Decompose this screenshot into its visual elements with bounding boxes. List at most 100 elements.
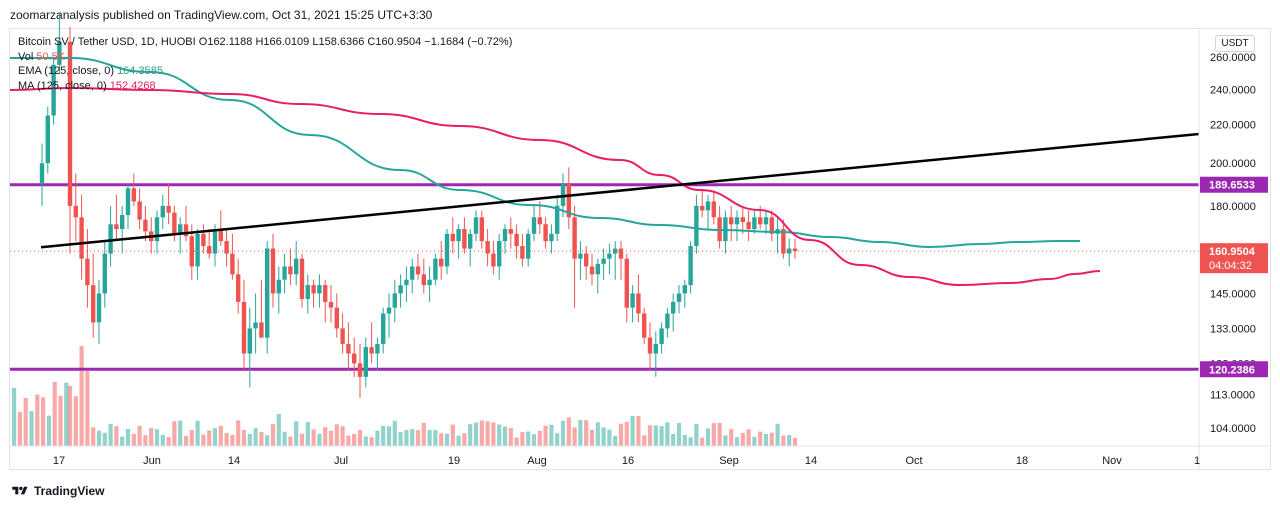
volume-bar: [288, 436, 293, 446]
candle-body: [456, 229, 461, 242]
candle-body: [45, 115, 50, 164]
candle-body: [444, 233, 450, 267]
volume-bar: [584, 420, 589, 446]
candle-body: [91, 285, 96, 323]
volume-bar: [734, 437, 740, 446]
candle-body: [630, 293, 635, 308]
legend-change: −1.1684 (−0.72%): [424, 36, 513, 48]
time-tick-label: Jul: [334, 455, 348, 467]
candle-body: [375, 343, 380, 354]
time-tick-label: 17: [53, 455, 65, 467]
candle-body: [340, 328, 345, 344]
candle-body: [381, 313, 386, 344]
volume-bar: [630, 416, 635, 446]
volume-bar: [201, 434, 206, 446]
volume-bar: [73, 396, 78, 446]
price-labels: 189.6533 120.2386 160.9504 04:04:32: [1200, 176, 1268, 378]
volume-bar: [108, 423, 113, 446]
volume-bar: [270, 424, 276, 446]
volume-bar: [514, 437, 519, 446]
candle-body: [108, 224, 113, 254]
volume-bar: [671, 433, 676, 446]
time-tick-label: 18: [1016, 455, 1028, 467]
volume-bar: [259, 432, 264, 446]
candle-body: [212, 229, 218, 254]
candle-body: [73, 205, 78, 218]
time-tick-label: 16: [622, 455, 634, 467]
volume-bar: [236, 420, 241, 446]
candle-body: [647, 337, 653, 354]
volume-bar: [763, 433, 769, 446]
candle-body: [555, 205, 560, 234]
price-tick-label: 145.0000: [1210, 288, 1256, 300]
candle-body: [294, 258, 299, 275]
candle-body: [224, 241, 229, 254]
candle-body: [183, 224, 189, 237]
volume-bar: [224, 432, 229, 446]
volume-bar: [560, 420, 566, 446]
candle-body: [253, 322, 258, 329]
volume-bar: [700, 437, 705, 446]
volume-bar: [607, 429, 612, 446]
level-price-badge: [1200, 361, 1268, 378]
volume-bar: [241, 429, 247, 446]
candle-body: [299, 258, 305, 300]
time-tick-label: Sep: [719, 455, 739, 467]
candle-body: [549, 233, 554, 242]
candle-body: [96, 293, 102, 323]
volume-bar: [299, 433, 305, 446]
candle-body: [363, 347, 368, 377]
candle-body: [410, 266, 415, 280]
legend-ma-row: MA (125, close, 0) 152.4268: [18, 79, 512, 94]
candle-body: [601, 258, 606, 264]
volume-bar: [752, 436, 757, 446]
volume-bar: [114, 426, 119, 446]
volume-bar: [143, 435, 148, 446]
volume-bar: [444, 433, 450, 446]
price-tick-label: 240.0000: [1210, 84, 1256, 96]
chart-frame[interactable]: [9, 28, 1271, 470]
candle-body: [740, 217, 745, 222]
level-price-label: 120.2386: [1209, 364, 1255, 376]
volume-bar: [23, 397, 28, 446]
volume-bar: [618, 423, 624, 446]
candle-body: [352, 353, 357, 364]
price-tick-label: 180.0000: [1210, 201, 1256, 213]
volume-bar: [578, 420, 583, 446]
candle-body: [218, 229, 223, 242]
volume-bar: [317, 433, 322, 446]
candle-body: [154, 217, 160, 242]
volume-bar: [64, 382, 69, 446]
volume-bar: [549, 424, 554, 446]
time-tick-label: 14: [805, 455, 817, 467]
volume-bar: [369, 437, 374, 446]
candle-body: [137, 201, 142, 220]
currency-unit-button[interactable]: USDT: [1215, 35, 1255, 52]
candle-body: [508, 229, 513, 234]
candle-body: [85, 258, 90, 286]
volume-bar: [508, 428, 513, 446]
legend-vol-value: 50.5K: [36, 50, 66, 63]
time-tick-label: Oct: [905, 455, 922, 467]
volume-bar: [566, 417, 571, 446]
candle-body: [642, 313, 647, 338]
legend-ema-row: EMA (125, close, 0) 164.3585: [18, 64, 512, 79]
candle-body: [143, 219, 148, 232]
candle-body: [114, 224, 119, 230]
candle-body: [578, 253, 583, 259]
volume-bar: [195, 420, 200, 446]
volume-bar: [276, 414, 281, 446]
candle-body: [195, 233, 200, 267]
candle-body: [607, 253, 612, 259]
volume-bar: [149, 427, 154, 446]
candle-body: [357, 363, 363, 377]
candle-body: [160, 205, 165, 218]
price-tick-label: 133.0000: [1210, 323, 1256, 335]
candle-body: [79, 217, 84, 259]
volume-bar: [450, 424, 455, 446]
volume-bar: [717, 422, 722, 446]
volume-bar: [363, 436, 368, 446]
candle-body: [288, 266, 293, 275]
volume-bar: [91, 427, 96, 446]
